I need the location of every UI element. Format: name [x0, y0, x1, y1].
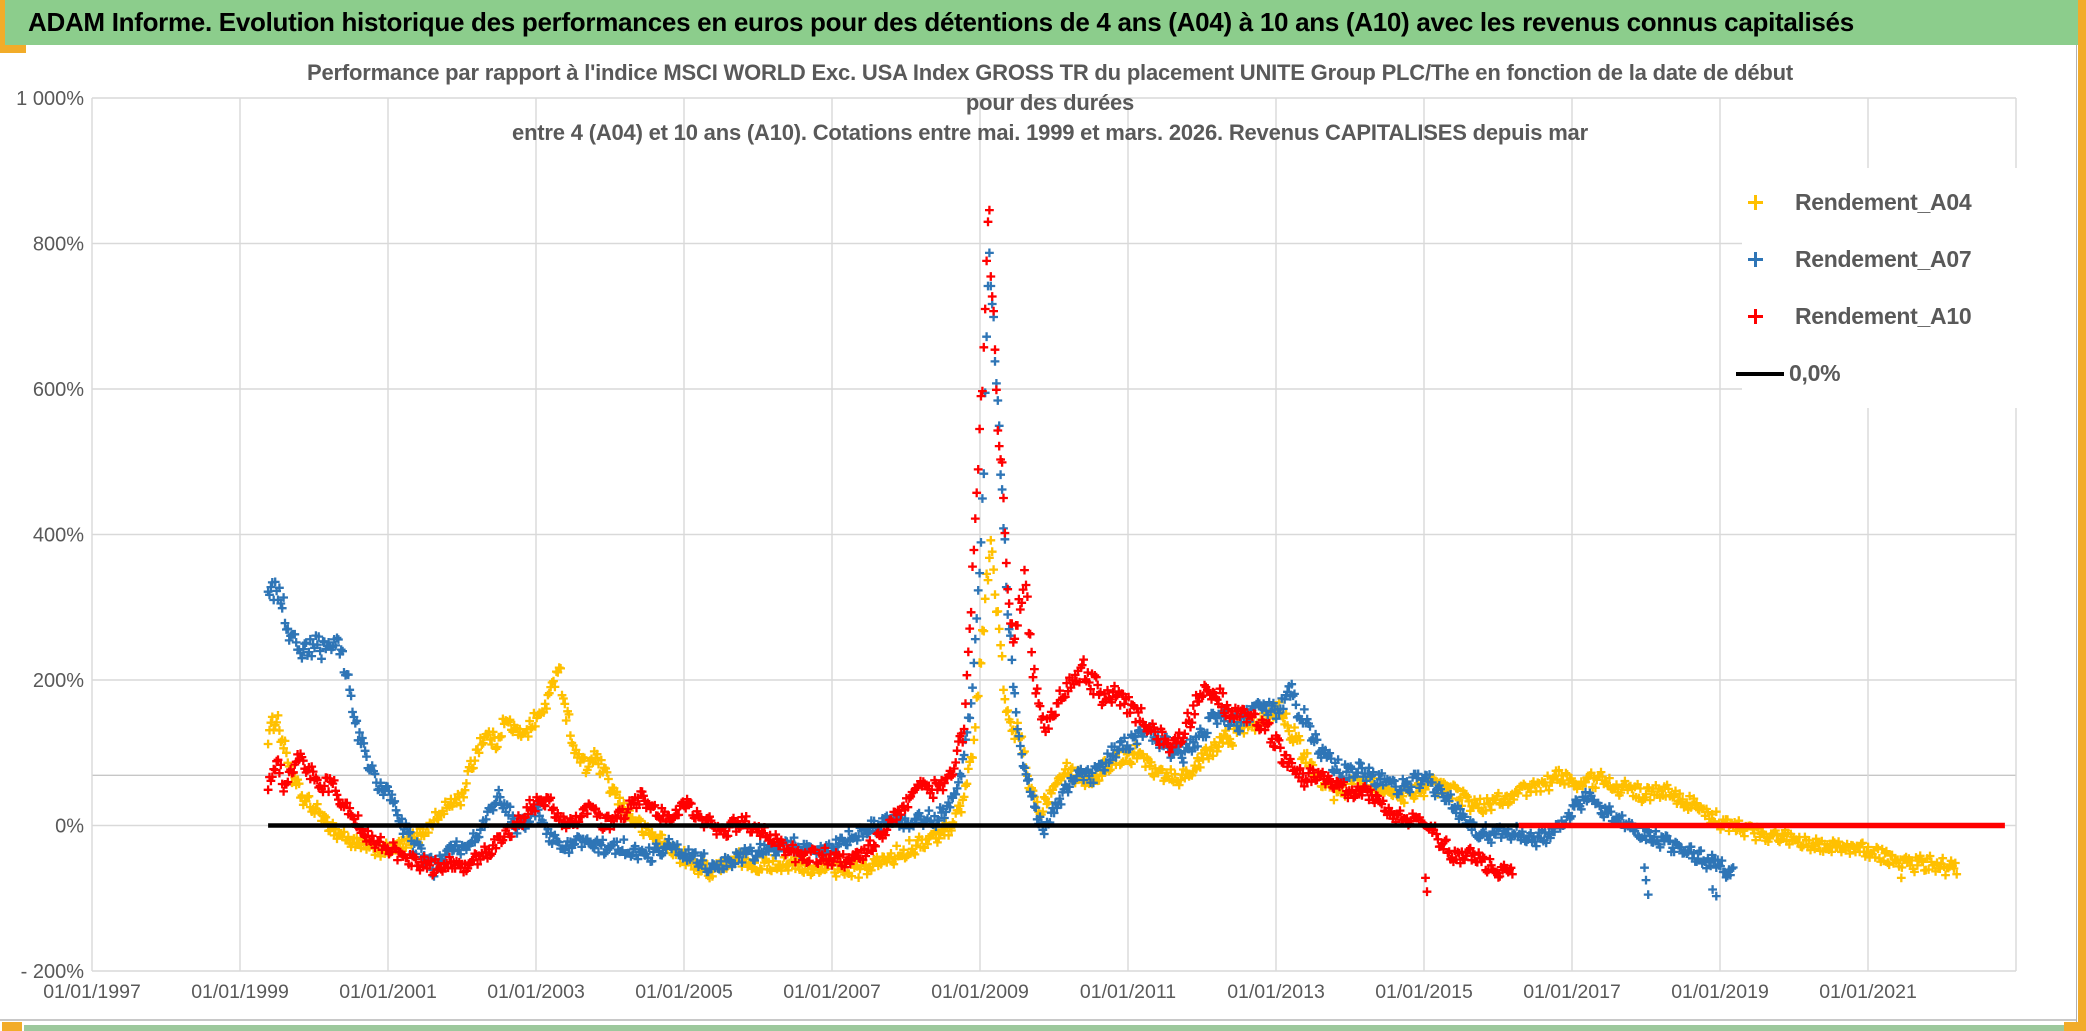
x-axis-label: 01/01/2003 — [487, 981, 585, 1003]
plus-marker-red-icon — [1748, 309, 1763, 324]
x-axis-label: 01/01/2019 — [1671, 981, 1769, 1003]
x-axis-label: 01/01/2013 — [1227, 981, 1325, 1003]
series-rendement_a04[interactable] — [263, 535, 1962, 883]
x-axis-label: 01/01/2017 — [1523, 981, 1621, 1003]
accent-bottom-left-square — [2, 1022, 22, 1031]
legend-label-a04: Rendement_A04 — [1795, 189, 1972, 215]
chart-title-line-1: Performance par rapport à l'indice MSCI … — [306, 60, 1794, 85]
legend-label-a07: Rendement_A07 — [1795, 246, 1972, 272]
x-axis-label: 01/01/2015 — [1375, 981, 1473, 1003]
y-axis-label: - 200% — [21, 961, 85, 983]
sheet-header-bar: ADAM Informe. Evolution historique des p… — [0, 0, 2078, 45]
series-rendement_a10[interactable] — [263, 205, 1517, 897]
accent-top-left-sliver — [0, 0, 5, 53]
legend-item-rendement-a10[interactable]: Rendement_A10 — [1742, 288, 2040, 345]
x-axis-label: 01/01/2009 — [931, 981, 1029, 1003]
legend-item-rendement-a07[interactable]: Rendement_A07 — [1742, 231, 2040, 288]
series-rendement_a07[interactable] — [263, 248, 1738, 901]
x-axis-label: 01/01/2011 — [1080, 981, 1176, 1003]
bottom-divider-line — [0, 1019, 2076, 1021]
x-axis-label: 01/01/2001 — [339, 981, 437, 1003]
y-axis-label: 200% — [33, 670, 84, 692]
y-axis-labels: 1 000% 800% 600% 400% 200% 0% - 200% — [16, 88, 84, 983]
right-border-line — [2076, 42, 2077, 1031]
x-axis-label: 01/01/1999 — [191, 981, 289, 1003]
accent-right-stripe — [2078, 0, 2086, 1031]
legend-item-zero-line[interactable]: 0,0% — [1736, 345, 2040, 402]
y-axis-label: 600% — [33, 379, 84, 401]
x-axis-label: 01/01/1997 — [43, 981, 141, 1003]
accent-bottom-right-square — [2064, 1022, 2078, 1031]
legend-label-a10: Rendement_A10 — [1795, 303, 1972, 329]
y-axis-label: 1 000% — [16, 88, 84, 110]
chart-title[interactable]: Performance par rapport à l'indice MSCI … — [70, 58, 2030, 148]
plus-marker-blue-icon — [1748, 252, 1763, 267]
plus-marker-yellow-icon — [1748, 195, 1763, 210]
legend-item-rendement-a04[interactable]: Rendement_A04 — [1742, 174, 2040, 231]
y-axis-label: 800% — [33, 234, 84, 256]
chart-title-line-3: entre 4 (A04) et 10 ans (A10). Cotations… — [512, 120, 1588, 145]
accent-top-left-square — [0, 45, 26, 53]
x-axis-labels: 01/01/1997 01/01/1999 01/01/2001 01/01/2003… — [43, 981, 1917, 1003]
y-axis-label: 400% — [33, 525, 84, 547]
chart-legend[interactable]: Rendement_A04 Rendement_A07 Rendement_A1… — [1736, 168, 2040, 408]
legend-label-zero: 0,0% — [1789, 360, 1841, 386]
zero-line-swatch-icon — [1736, 371, 1784, 376]
x-axis-label: 01/01/2005 — [635, 981, 733, 1003]
y-axis-label: 0% — [55, 816, 84, 838]
x-axis-label: 01/01/2021 — [1819, 981, 1917, 1003]
bottom-green-bar — [24, 1025, 2066, 1031]
chart-title-line-2: pour des durées — [965, 90, 1135, 115]
x-axis-label: 01/01/2007 — [783, 981, 881, 1003]
sheet-header-title: ADAM Informe. Evolution historique des p… — [28, 7, 1854, 37]
